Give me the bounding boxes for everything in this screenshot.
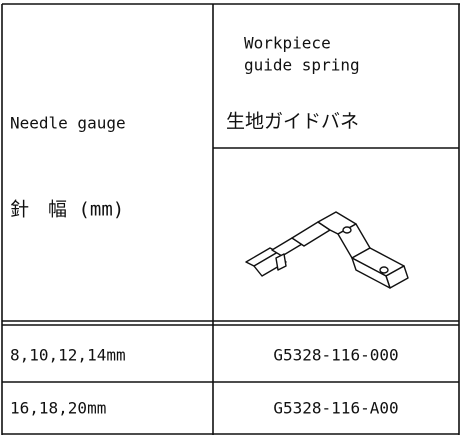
cell-text: 16,18,20mm [10, 399, 106, 418]
part-illustration [245, 211, 409, 289]
header-label: guide spring [244, 56, 360, 75]
cell-text: G5328-116-A00 [273, 399, 398, 418]
header-label: 生地ガイドバネ [226, 111, 359, 133]
cell-text: 8,10,12,14mm [10, 346, 126, 365]
header-label: Needle gauge [10, 114, 126, 133]
cell-text: G5328-116-000 [273, 346, 398, 365]
table-grid [1, 3, 460, 435]
header-label: Workpiece [244, 34, 331, 53]
header-label: 針 幅 (mm) [10, 199, 124, 221]
